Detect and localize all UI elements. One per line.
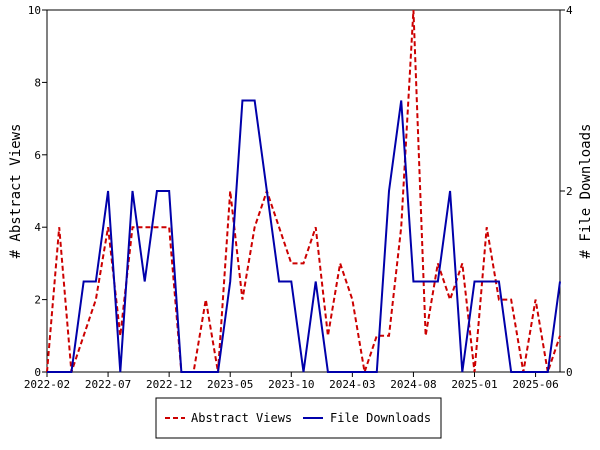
left-axis-tick-label: 4: [34, 221, 41, 234]
legend-label-abstract-views: Abstract Views: [191, 411, 292, 425]
legend: Abstract Views File Downloads: [155, 397, 442, 439]
x-axis-tick-label: 2025-01: [451, 378, 497, 391]
series-layer: [46, 9, 561, 373]
right-axis-tick-label: 2: [566, 185, 573, 198]
right-axis-tick-label: 0: [566, 366, 573, 379]
right-axis-tick-label: 4: [566, 4, 573, 17]
x-axis-tick-label: 2023-05: [207, 378, 253, 391]
series-line-file-downloads: [47, 99, 561, 373]
x-axis-tick-label: 2023-10: [268, 378, 314, 391]
x-axis-tick-label: 2022-12: [146, 378, 192, 391]
left-y-axis: 0 2 4 6 8 10: [28, 4, 47, 379]
left-axis-tick-label: 8: [34, 76, 41, 89]
x-axis-tick-label: 2024-03: [329, 378, 375, 391]
x-axis-tick-label: 2024-08: [390, 378, 436, 391]
legend-label-file-downloads: File Downloads: [330, 411, 431, 425]
left-axis-tick-label: 2: [34, 294, 41, 307]
x-axis-tick-label: 2022-07: [85, 378, 131, 391]
left-axis-tick-label: 6: [34, 149, 41, 162]
x-axis-tick-label: 2025-06: [512, 378, 558, 391]
left-axis-tick-label: 0: [34, 366, 41, 379]
right-axis-title: # File Downloads: [578, 124, 594, 259]
left-axis-tick-label: 10: [28, 4, 41, 17]
x-axis: 2022-02 2022-07 2022-12 2023-05 2023-10 2024-…: [24, 372, 559, 391]
x-axis-tick-label: 2022-02: [24, 378, 70, 391]
legend-box: [155, 397, 442, 439]
left-axis-title: # Abstract Views: [8, 124, 24, 259]
right-y-axis: 0 2 4: [560, 4, 573, 379]
